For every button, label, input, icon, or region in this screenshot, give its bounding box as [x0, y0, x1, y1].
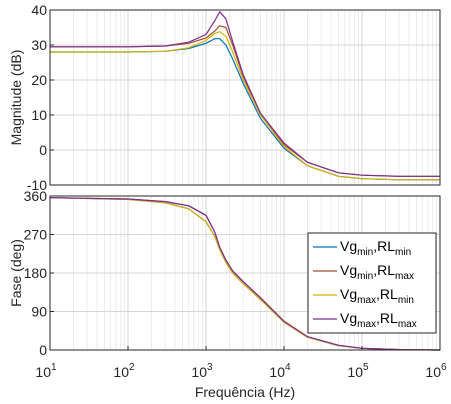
x-tick-base: 10	[191, 364, 207, 380]
x-tick-label: 101	[35, 362, 57, 380]
x-tick-base: 10	[269, 364, 285, 380]
legend-subscript: min	[398, 295, 414, 306]
legend-box	[307, 232, 437, 334]
legend-entry-2: Vgmin,RLmax	[340, 262, 414, 282]
legend-separator: ,	[376, 286, 380, 302]
x-tick-label: 103	[191, 362, 213, 380]
magnitude-lines	[50, 11, 440, 181]
magnitude-grid	[50, 9, 440, 186]
legend-entry-3: Vgmax,RLmin	[340, 286, 414, 306]
x-axis-label: Frequência (Hz)	[195, 384, 295, 400]
series-line-4	[50, 11, 440, 177]
y-tick-label: 20	[31, 72, 47, 88]
series-line-4	[49, 197, 441, 351]
legend-entry-1: Vgmin,RLmin	[340, 238, 411, 258]
magnitude-tick-labels: 40 30 20 10 0 -10	[27, 2, 54, 193]
y-tick-label: 0	[39, 342, 47, 358]
x-tick-base: 10	[347, 364, 363, 380]
y-tick-label: 90	[31, 304, 47, 320]
legend-text: Vg	[340, 310, 357, 326]
y-tick-label: 40	[31, 2, 47, 18]
x-tick-exponent: 2	[129, 362, 135, 373]
x-tick-exponent: 5	[363, 362, 369, 373]
x-tick-label: 102	[113, 362, 135, 380]
magnitude-plot: 40 30 20 10 0 -10 Magnitude (dB)	[8, 2, 441, 193]
x-tick-exponent: 4	[285, 362, 291, 373]
legend-text: Vg	[340, 286, 357, 302]
legend-separator: ,	[376, 310, 380, 326]
x-tick-exponent: 1	[51, 362, 57, 373]
x-tick-exponent: 6	[441, 362, 447, 373]
y-tick-label: -10	[27, 177, 47, 193]
y-tick-label: 360	[24, 188, 48, 204]
magnitude-axes-box	[49, 9, 441, 186]
y-tick-label: 0	[39, 142, 47, 158]
x-tick-label: 106	[425, 362, 447, 380]
x-tick-base: 10	[35, 364, 51, 380]
y-tick-label: 270	[24, 227, 48, 243]
series-line-3	[50, 31, 440, 181]
series-line-1	[50, 38, 440, 181]
legend-subscript: max	[398, 319, 417, 330]
phase-lines	[49, 197, 441, 351]
series-line-2	[50, 25, 440, 177]
legend-subscript: max	[357, 319, 376, 330]
phase-y-axis-label: Fase (deg)	[8, 239, 24, 307]
legend-subscript: max	[395, 271, 414, 282]
legend-subscript: max	[357, 295, 376, 306]
x-tick-base: 10	[113, 364, 129, 380]
legend-text: RL	[377, 262, 395, 278]
y-tick-label: 180	[24, 265, 48, 281]
legend-entry-4: Vgmax,RLmax	[340, 310, 417, 330]
x-tick-base: 10	[425, 364, 441, 380]
legend-text: RL	[377, 238, 395, 254]
x-tick-label: 104	[269, 362, 291, 380]
x-tick-label: 105	[347, 362, 369, 380]
y-tick-label: 30	[31, 37, 47, 53]
legend-subscript: min	[357, 271, 373, 282]
y-tick-label: 10	[31, 107, 47, 123]
legend-subscript: min	[395, 247, 411, 258]
legend-separator: ,	[373, 262, 377, 278]
legend: Vgmin,RLminVgmin,RLmaxVgmax,RLminVgmax,R…	[307, 232, 437, 334]
magnitude-y-axis-label: Magnitude (dB)	[8, 50, 24, 146]
legend-text: Vg	[340, 238, 357, 254]
legend-separator: ,	[373, 238, 377, 254]
legend-subscript: min	[357, 247, 373, 258]
legend-text: RL	[380, 286, 398, 302]
x-tick-exponent: 3	[207, 362, 213, 373]
legend-text: Vg	[340, 262, 357, 278]
legend-text: RL	[380, 310, 398, 326]
